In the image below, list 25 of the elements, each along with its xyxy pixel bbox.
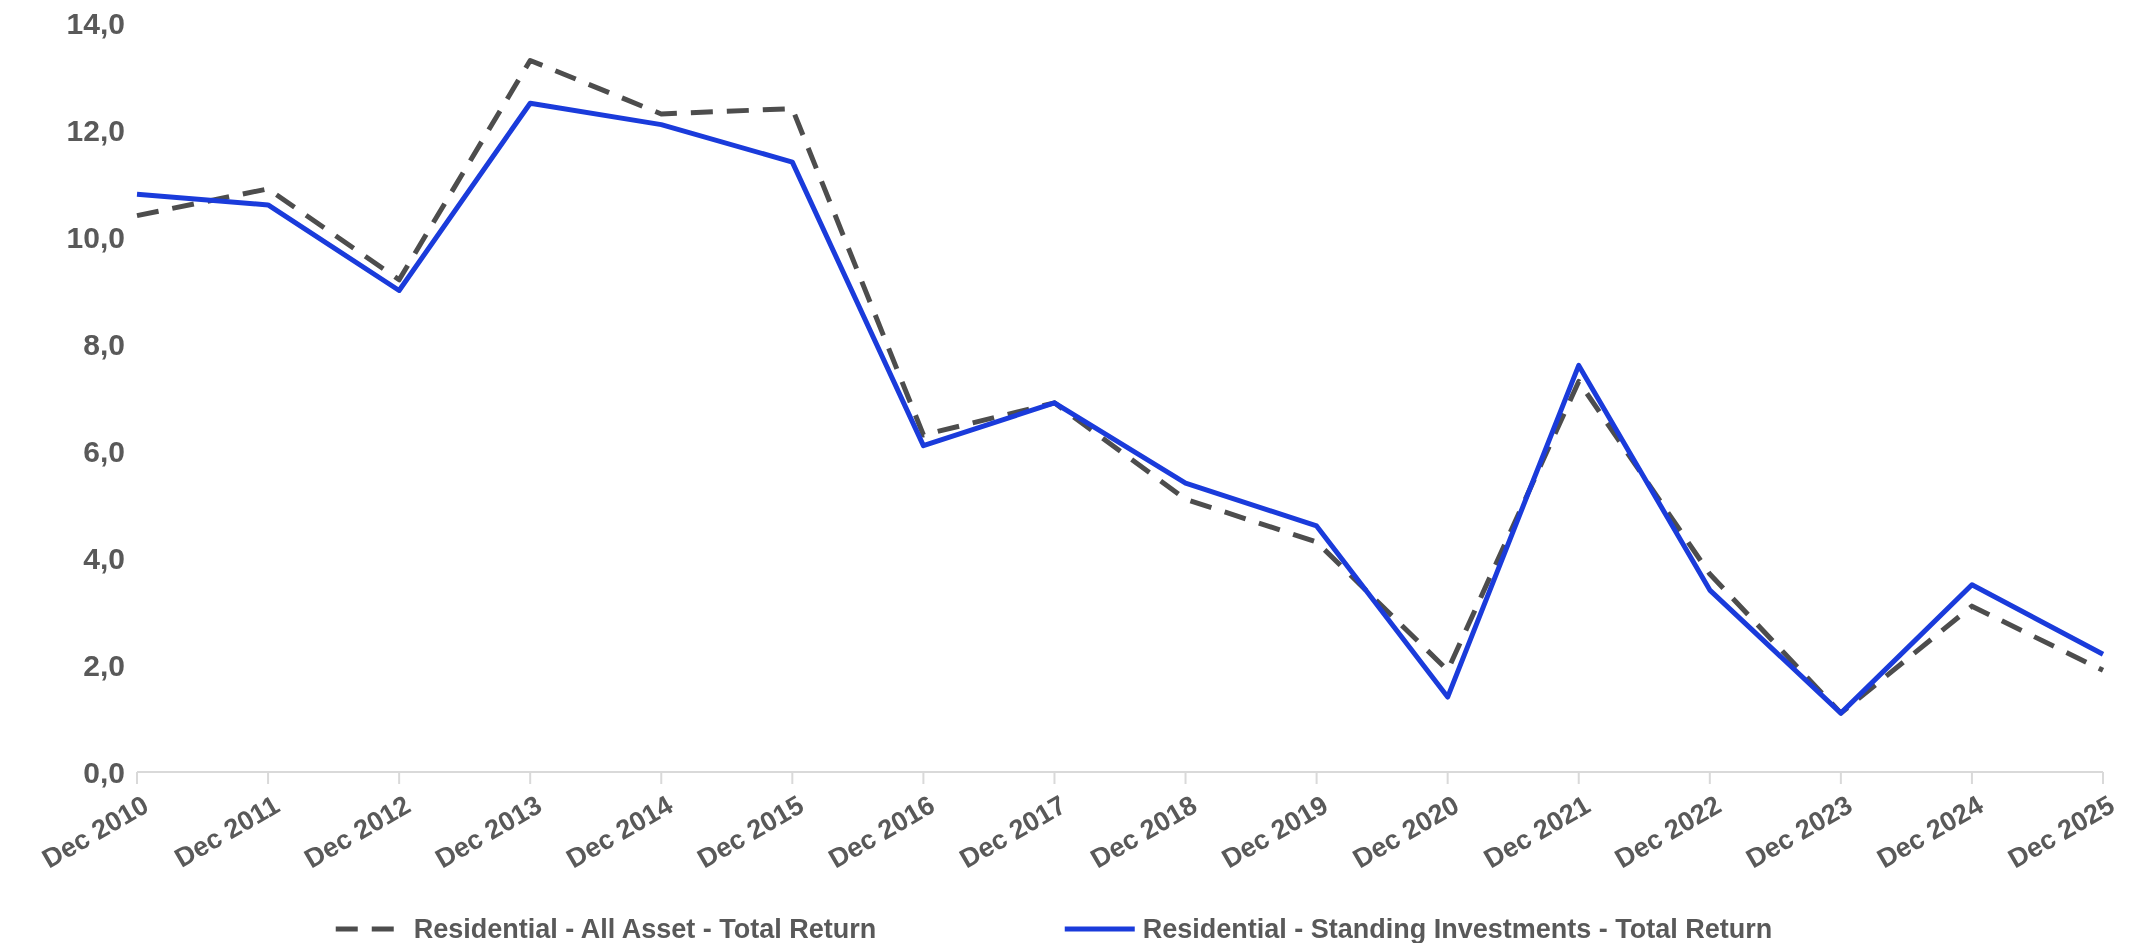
x-tick-label: Dec 2022 <box>1609 789 1727 875</box>
x-tick-label: Dec 2010 <box>37 789 154 875</box>
x-tick-label: Dec 2015 <box>692 789 809 875</box>
x-tick-label: Dec 2011 <box>169 789 285 874</box>
y-tick-label: 10,0 <box>66 220 125 254</box>
x-tick-label: Dec 2018 <box>1085 789 1202 875</box>
x-tick-label: Dec 2025 <box>2003 789 2120 875</box>
x-tick-label: Dec 2017 <box>954 789 1071 875</box>
y-tick-label: 0,0 <box>83 755 125 789</box>
x-tick-label: Dec 2024 <box>1871 789 1989 875</box>
y-tick-label: 14,0 <box>66 6 125 40</box>
x-tick-label: Dec 2023 <box>1740 789 1858 875</box>
x-tick-label: Dec 2019 <box>1216 789 1334 875</box>
legend-label: Residential - All Asset - Total Return <box>413 914 877 945</box>
x-tick-label: Dec 2014 <box>561 789 678 875</box>
y-tick-label: 6,0 <box>83 434 125 468</box>
y-tick-label: 8,0 <box>83 327 125 361</box>
y-tick-label: 12,0 <box>66 113 125 147</box>
x-tick-label: Dec 2012 <box>299 789 416 875</box>
x-tick-label: Dec 2021 <box>1478 789 1596 875</box>
y-tick-label: 2,0 <box>83 648 125 682</box>
x-tick-label: Dec 2016 <box>823 789 940 875</box>
x-tick-label: Dec 2020 <box>1347 789 1465 875</box>
x-tick-label: Dec 2013 <box>430 789 547 875</box>
y-tick-label: 4,0 <box>83 541 125 575</box>
